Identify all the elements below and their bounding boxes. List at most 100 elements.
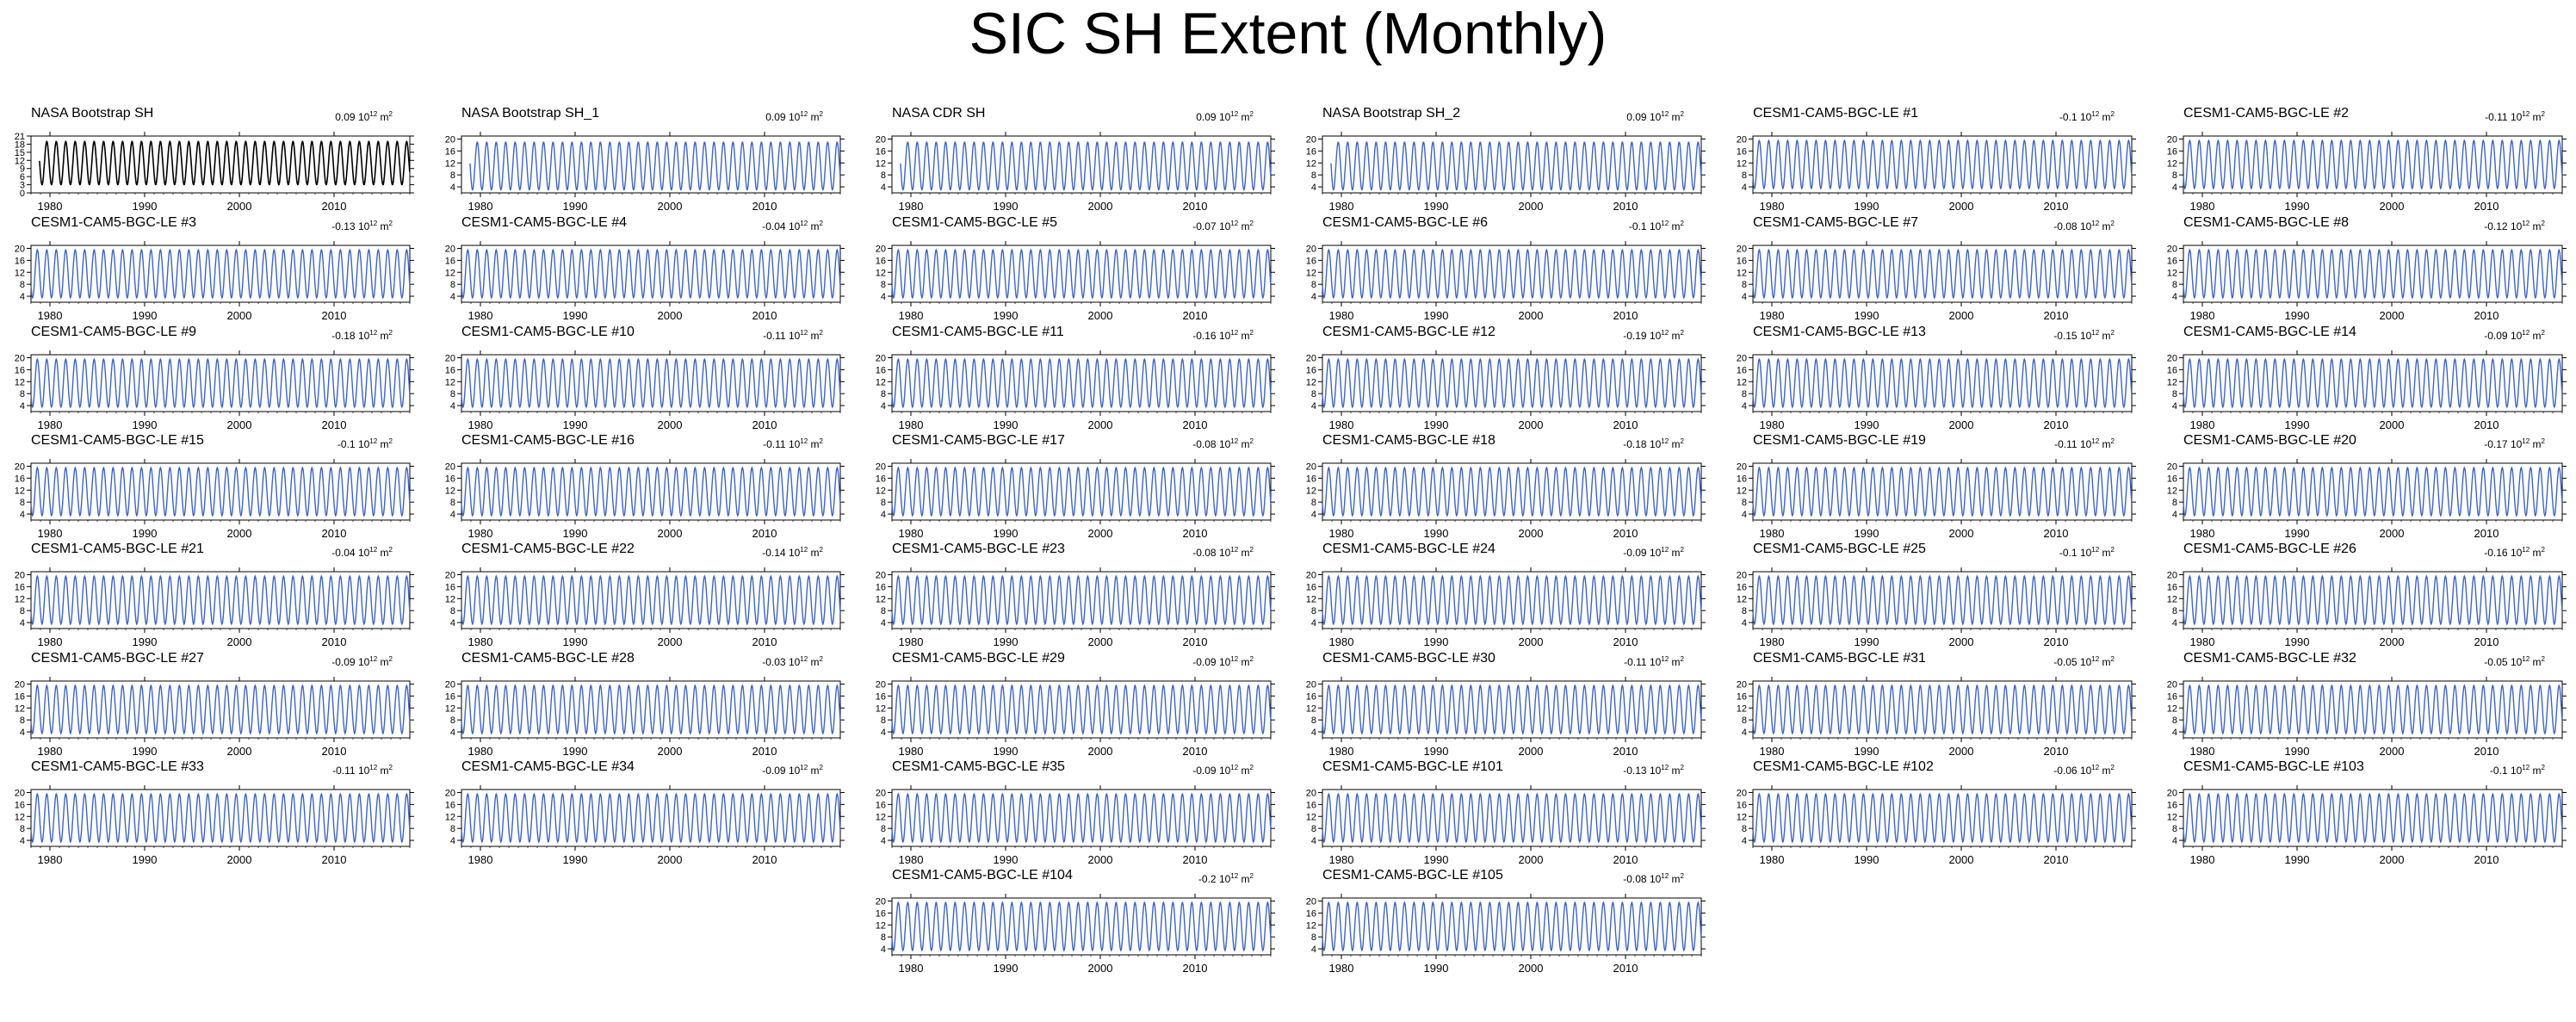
trend-value: 0.09 [1626, 111, 1647, 123]
x-tick-label: 1980 [2190, 309, 2215, 322]
y-tick-label: 8 [1742, 498, 1747, 508]
y-tick-label: 12 [15, 812, 25, 822]
x-tick-label: 1980 [2190, 418, 2215, 431]
chart-panel: CESM1-CAM5-BGC-LE #27 -0.09 1012 m2 20 16 12… [0, 650, 422, 758]
trend-label: -0.09 1012 m2 [1192, 764, 1254, 777]
chart-panel: CESM1-CAM5-BGC-LE #26 -0.16 1012 m2 20 16 12… [2152, 541, 2574, 648]
y-tick-label: 20 [1737, 134, 1747, 145]
trend-value: -0.03 [762, 656, 786, 668]
chart-panel: CESM1-CAM5-BGC-LE #29 -0.09 1012 m2 20 16 12… [861, 650, 1283, 758]
x-tick-label: 2010 [2044, 635, 2069, 648]
x-tick-label: 2010 [2044, 309, 2069, 322]
y-tick-label: 8 [450, 389, 455, 400]
x-tick-label: 1980 [899, 962, 924, 975]
trend-value: -0.09 [331, 656, 356, 668]
x-tick-label: 1980 [1329, 527, 1354, 540]
x-tick-label: 1990 [994, 309, 1019, 322]
series-line [1752, 574, 2133, 626]
x-tick-label: 2000 [227, 635, 252, 648]
x-tick-label: 1990 [2285, 200, 2310, 213]
series-line [2183, 792, 2563, 844]
series-line [2183, 357, 2563, 409]
x-tick-label: 1990 [2285, 853, 2310, 866]
x-tick-label: 2010 [1183, 853, 1208, 866]
y-tick-label: 16 [445, 256, 455, 266]
trend-value: -0.08 [2053, 220, 2078, 232]
trend-value: -0.18 [1623, 438, 1647, 450]
panel-title: CESM1-CAM5-BGC-LE #10 [461, 325, 635, 339]
plot-frame [1752, 680, 2133, 739]
y-tick-label: 4 [1742, 618, 1747, 629]
y-tick-label: 4 [450, 401, 455, 412]
plot-frame [1752, 135, 2133, 194]
y-tick-label: 4 [20, 836, 25, 846]
panel-title: CESM1-CAM5-BGC-LE #103 [2183, 759, 2364, 774]
y-tick-label: 12 [15, 486, 25, 496]
series-line [30, 684, 411, 735]
x-tick-label: 1980 [1760, 635, 1785, 648]
y-tick-label: 8 [881, 389, 886, 400]
chart-panel: CESM1-CAM5-BGC-LE #15 -0.1 1012 m2 20 16 12 8… [0, 432, 422, 540]
x-tick-label: 1980 [1329, 418, 1354, 431]
y-tick-label: 20 [1306, 134, 1316, 145]
x-tick-label: 2010 [752, 418, 777, 431]
y-tick-label: 4 [2172, 292, 2177, 302]
series-line [30, 357, 411, 409]
y-tick-label: 16 [2167, 365, 2177, 375]
y-tick-label: 8 [1742, 606, 1747, 616]
y-tick-label: 0 [20, 189, 25, 199]
x-tick-label: 1990 [1424, 200, 1449, 213]
x-tick-label: 1980 [1760, 418, 1785, 431]
y-tick-label: 8 [881, 170, 886, 181]
y-tick-label: 16 [876, 800, 886, 810]
x-tick-label: 2000 [1949, 853, 1974, 866]
trend-value: -0.07 [1192, 220, 1217, 232]
trend-label: -0.09 1012 m2 [2484, 329, 2545, 342]
x-tick-label: 2000 [1088, 200, 1113, 213]
y-tick-label: 16 [1737, 256, 1747, 266]
y-tick-label: 12 [445, 486, 455, 496]
plot-frame [891, 354, 1272, 412]
trend-label: 0.09 1012 m2 [765, 110, 823, 123]
y-tick-label: 8 [2172, 170, 2177, 181]
series-line [461, 684, 841, 735]
x-tick-label: 2000 [1088, 309, 1113, 322]
y-tick-label: 12 [1306, 377, 1316, 387]
series-line [30, 574, 411, 626]
x-tick-label: 1990 [994, 418, 1019, 431]
y-tick-label: 16 [1306, 800, 1316, 810]
y-tick-label: 8 [450, 498, 455, 508]
page-title: SIC SH Extent (Monthly) [969, 1, 1607, 66]
trend-label: -0.12 1012 m2 [2484, 220, 2545, 232]
x-tick-label: 2000 [2380, 418, 2405, 431]
x-tick-label: 1980 [38, 853, 63, 866]
chart-panel: CESM1-CAM5-BGC-LE #2 -0.11 1012 m2 20 16 12 8… [2152, 105, 2574, 213]
trend-label: -0.1 1012 m2 [2059, 546, 2115, 559]
x-tick-label: 2000 [658, 418, 683, 431]
y-tick-label: 12 [15, 703, 25, 714]
y-tick-label: 4 [1742, 292, 1747, 302]
trend-label: -0.18 1012 m2 [331, 329, 393, 342]
x-tick-label: 1990 [563, 527, 588, 540]
plot-frame [1322, 245, 1702, 303]
x-tick-label: 1980 [899, 309, 924, 322]
y-tick-label: 16 [2167, 691, 2177, 702]
panel-title: CESM1-CAM5-BGC-LE #20 [2183, 433, 2356, 448]
x-tick-label: 1980 [1760, 309, 1785, 322]
trend-value: -0.19 [1623, 330, 1647, 342]
plot-frame [1322, 897, 1702, 956]
plot-frame [891, 462, 1272, 521]
x-tick-label: 2000 [658, 527, 683, 540]
y-tick-label: 20 [1306, 244, 1316, 254]
x-tick-label: 1980 [1329, 853, 1354, 866]
y-tick-label: 8 [2172, 606, 2177, 616]
x-tick-label: 2010 [322, 635, 347, 648]
trend-value: 0.09 [335, 111, 356, 123]
y-tick-label: 12 [2167, 486, 2177, 496]
